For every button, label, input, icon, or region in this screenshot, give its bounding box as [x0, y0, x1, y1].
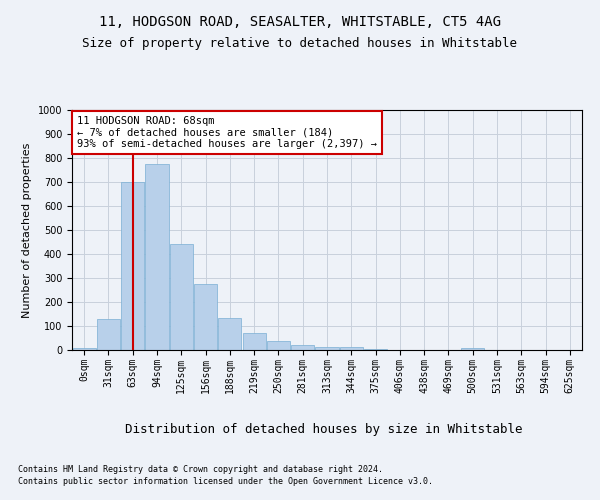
Text: Size of property relative to detached houses in Whitstable: Size of property relative to detached ho… [83, 38, 517, 51]
Bar [145, 164, 169, 350]
Text: 11, HODGSON ROAD, SEASALTER, WHITSTABLE, CT5 4AG: 11, HODGSON ROAD, SEASALTER, WHITSTABLE,… [99, 15, 501, 29]
Bar [267, 341, 290, 350]
Bar [364, 348, 387, 350]
Bar [291, 344, 314, 350]
Bar [194, 284, 217, 350]
Bar [316, 347, 338, 350]
Bar [97, 320, 120, 350]
Bar [73, 348, 95, 350]
Bar [121, 182, 144, 350]
Bar [461, 348, 484, 350]
Text: 11 HODGSON ROAD: 68sqm
← 7% of detached houses are smaller (184)
93% of semi-det: 11 HODGSON ROAD: 68sqm ← 7% of detached … [77, 116, 377, 149]
Text: Contains public sector information licensed under the Open Government Licence v3: Contains public sector information licen… [18, 478, 433, 486]
Bar [242, 333, 266, 350]
Bar [340, 347, 363, 350]
Y-axis label: Number of detached properties: Number of detached properties [22, 142, 32, 318]
Text: Contains HM Land Registry data © Crown copyright and database right 2024.: Contains HM Land Registry data © Crown c… [18, 465, 383, 474]
Bar [170, 244, 193, 350]
Bar [218, 318, 241, 350]
Text: Distribution of detached houses by size in Whitstable: Distribution of detached houses by size … [125, 422, 523, 436]
